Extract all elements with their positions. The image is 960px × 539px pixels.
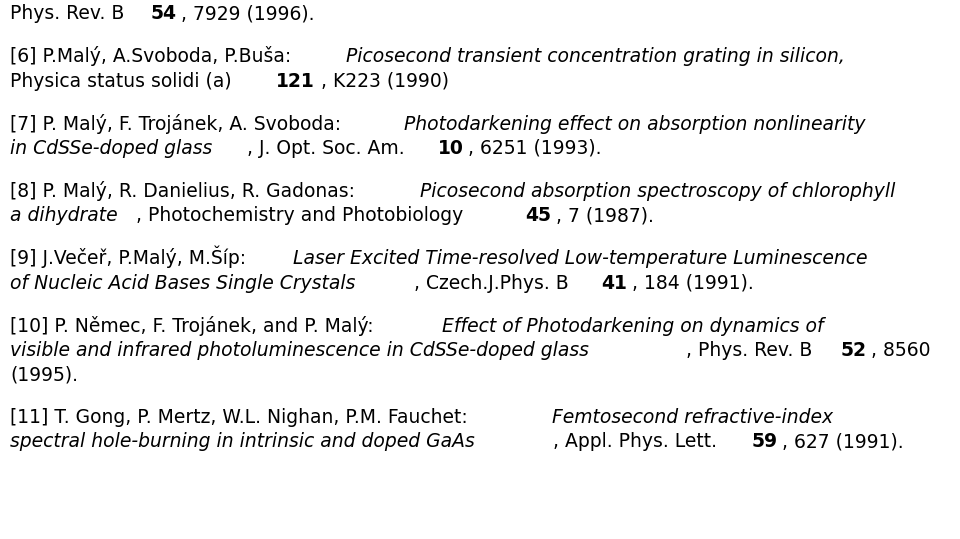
Text: Phys. Rev. B: Phys. Rev. B [11, 4, 131, 23]
Text: , Appl. Phys. Lett.: , Appl. Phys. Lett. [553, 432, 723, 452]
Text: , K223 (1990): , K223 (1990) [322, 72, 449, 91]
Text: [9] J.Večeř, P.Malý, M.Šíp:: [9] J.Večeř, P.Malý, M.Šíp: [11, 246, 252, 268]
Text: , 7 (1987).: , 7 (1987). [556, 206, 654, 225]
Text: [8] P. Malý, R. Danielius, R. Gadonas:: [8] P. Malý, R. Danielius, R. Gadonas: [11, 181, 361, 201]
Text: , Phys. Rev. B: , Phys. Rev. B [686, 341, 819, 360]
Text: 45: 45 [525, 206, 551, 225]
Text: Laser Excited Time-resolved Low-temperature Luminescence: Laser Excited Time-resolved Low-temperat… [293, 250, 868, 268]
Text: [10] P. Němec, F. Trojánek, and P. Malý:: [10] P. Němec, F. Trojánek, and P. Malý: [11, 316, 380, 336]
Text: , 8560: , 8560 [872, 341, 931, 360]
Text: a dihydrate: a dihydrate [11, 206, 118, 225]
Text: 10: 10 [438, 139, 464, 158]
Text: Effect of Photodarkening on dynamics of: Effect of Photodarkening on dynamics of [442, 317, 824, 336]
Text: , 184 (1991).: , 184 (1991). [632, 274, 754, 293]
Text: of Nucleic Acid Bases Single Crystals: of Nucleic Acid Bases Single Crystals [11, 274, 356, 293]
Text: Picosecond absorption spectroscopy of chlorophyll: Picosecond absorption spectroscopy of ch… [420, 182, 896, 201]
Text: Picosecond transient concentration grating in silicon,: Picosecond transient concentration grati… [346, 47, 845, 66]
Text: visible and infrared photoluminescence in CdSSe-doped glass: visible and infrared photoluminescence i… [11, 341, 589, 360]
Text: 52: 52 [841, 341, 867, 360]
Text: Photodarkening effect on absorption nonlinearity: Photodarkening effect on absorption nonl… [404, 115, 866, 134]
Text: [7] P. Malý, F. Trojánek, A. Svoboda:: [7] P. Malý, F. Trojánek, A. Svoboda: [11, 114, 348, 134]
Text: , 627 (1991).: , 627 (1991). [782, 432, 903, 452]
Text: (1995).: (1995). [11, 365, 79, 384]
Text: , J. Opt. Soc. Am.: , J. Opt. Soc. Am. [247, 139, 410, 158]
Text: 54: 54 [151, 4, 177, 23]
Text: , 7929 (1996).: , 7929 (1996). [181, 4, 315, 23]
Text: 41: 41 [601, 274, 627, 293]
Text: Femtosecond refractive-index: Femtosecond refractive-index [552, 408, 833, 427]
Text: [11] T. Gong, P. Mertz, W.L. Nighan, P.M. Fauchet:: [11] T. Gong, P. Mertz, W.L. Nighan, P.M… [11, 408, 474, 427]
Text: , 6251 (1993).: , 6251 (1993). [468, 139, 601, 158]
Text: in CdSSe-doped glass: in CdSSe-doped glass [11, 139, 213, 158]
Text: spectral hole-burning in intrinsic and doped GaAs: spectral hole-burning in intrinsic and d… [11, 432, 475, 452]
Text: , Czech.J.Phys. B: , Czech.J.Phys. B [414, 274, 574, 293]
Text: 121: 121 [276, 72, 315, 91]
Text: , Photochemistry and Photobiology: , Photochemistry and Photobiology [136, 206, 469, 225]
Text: 59: 59 [752, 432, 778, 452]
Text: [6] P.Malý, A.Svoboda, P.Buša:: [6] P.Malý, A.Svoboda, P.Buša: [11, 46, 298, 66]
Text: Physica status solidi (a): Physica status solidi (a) [11, 72, 238, 91]
